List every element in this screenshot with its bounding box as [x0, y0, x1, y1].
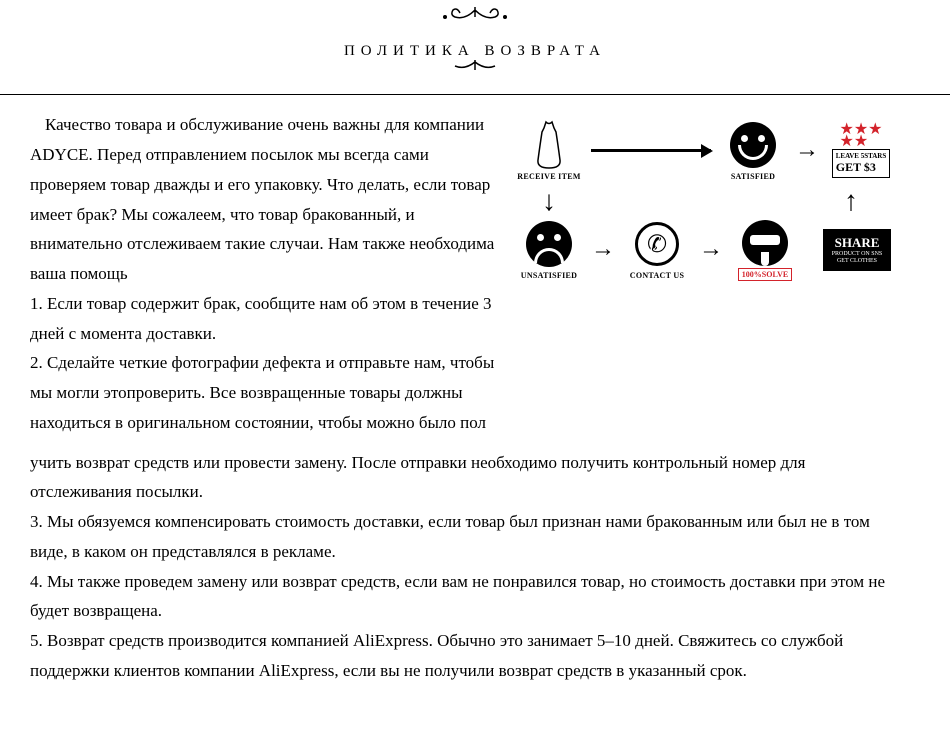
node-label: RECEIVE ITEM	[517, 172, 580, 181]
paragraph: 4. Мы также проведем замену или возврат …	[30, 567, 910, 627]
leave5-label: LEAVE 5STARS	[836, 152, 887, 160]
share-label: SHARE	[827, 235, 887, 251]
flow-diagram: RECEIVE ITEM SATISFIED → ★★★★★ LEAVE 5ST…	[515, 110, 910, 437]
stars-icon: ★★★★★	[839, 124, 882, 150]
divider	[0, 94, 950, 95]
smiley-icon	[728, 120, 778, 170]
node-label: UNSATISFIED	[521, 271, 578, 280]
flow-row-bottom: UNSATISFIED → ✆ CONTACT US → 100%SOLVE S…	[515, 218, 910, 281]
ornament-bottom	[0, 60, 950, 79]
arrow-right-icon	[591, 149, 711, 152]
text-column-left: Качество товара и обслуживание очень важ…	[30, 110, 495, 437]
agent-icon	[740, 218, 790, 268]
paragraph: 3. Мы обязуемся компенсировать стоимость…	[30, 507, 910, 567]
arrow-down-icon: ↓	[515, 188, 583, 216]
flow-row-top: RECEIVE ITEM SATISFIED → ★★★★★ LEAVE 5ST…	[515, 120, 910, 181]
phone-icon: ✆	[632, 219, 682, 269]
arrow-right-icon: →	[699, 236, 723, 263]
get3-label: GET $3	[836, 160, 876, 174]
share-sub: GET CLOTHES	[827, 258, 887, 265]
arrow-right-icon: →	[795, 137, 819, 164]
dress-icon	[534, 120, 564, 170]
paragraph: 2. Сделайте четкие фотографии дефекта и …	[30, 348, 495, 437]
content-row: Качество товара и обслуживание очень важ…	[0, 110, 950, 437]
node-satisfied: SATISFIED	[719, 120, 787, 181]
node-receive: RECEIVE ITEM	[515, 120, 583, 181]
node-unsatisfied: UNSATISFIED	[515, 219, 583, 280]
paragraph: учить возврат средств или провести замен…	[30, 448, 910, 508]
text-column-full: учить возврат средств или провести замен…	[0, 438, 950, 686]
sad-icon	[524, 219, 574, 269]
node-solve: 100%SOLVE	[731, 218, 799, 281]
arrow-up-icon: ↑	[817, 188, 885, 216]
node-label: CONTACT US	[630, 271, 685, 280]
get3-box: LEAVE 5STARS GET $3	[832, 149, 891, 178]
node-contact: ✆ CONTACT US	[623, 219, 691, 280]
ornament-top	[0, 5, 950, 41]
page-title: ПОЛИТИКА ВОЗВРАТА	[0, 43, 950, 60]
paragraph: 5. Возврат средств производится компание…	[30, 626, 910, 686]
share-box: SHARE PRODUCT ON SNS GET CLOTHES	[823, 229, 891, 271]
flow-row-arrows: ↓ ↑	[515, 186, 910, 218]
arrow-right-icon: →	[591, 236, 615, 263]
paragraph: 1. Если товар содержит брак, сообщите на…	[30, 289, 495, 349]
node-get3: ★★★★★ LEAVE 5STARS GET $3	[827, 124, 895, 179]
header: ПОЛИТИКА ВОЗВРАТА	[0, 0, 950, 89]
node-label: SATISFIED	[731, 172, 775, 181]
solve-label: 100%SOLVE	[738, 268, 792, 281]
paragraph: Качество товара и обслуживание очень важ…	[30, 110, 495, 289]
share-sub: PRODUCT ON SNS	[827, 251, 887, 258]
